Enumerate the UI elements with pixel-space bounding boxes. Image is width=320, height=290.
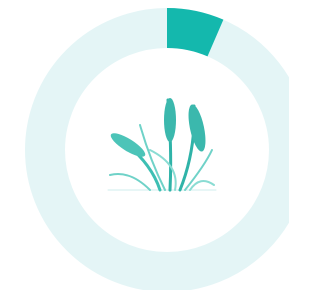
wheat-ear — [164, 98, 176, 142]
ring-progress — [167, 28, 215, 38]
wheat-ear — [185, 103, 209, 153]
progress-widget — [0, 0, 289, 290]
leaf — [110, 174, 150, 190]
ring-track — [45, 28, 289, 272]
leaf — [190, 181, 214, 190]
wheat-illustration — [108, 98, 216, 190]
